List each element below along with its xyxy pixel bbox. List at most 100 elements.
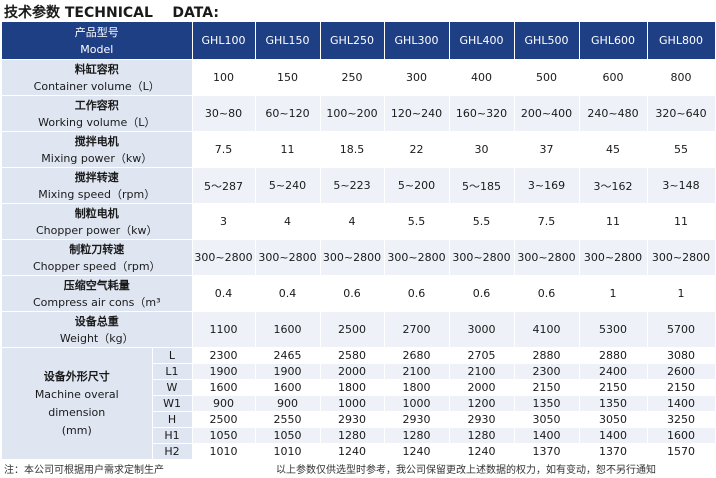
spec-value-cell: 300: [384, 59, 450, 96]
dimension-value-cell: 2550: [255, 411, 321, 428]
spec-value-cell: 800: [647, 59, 716, 96]
spec-value-cell: 5~223: [320, 167, 385, 204]
spec-value-cell: 22: [384, 131, 450, 168]
dimension-value-cell: 2930: [384, 411, 450, 428]
dimension-value-cell: 2100: [449, 363, 515, 380]
spec-value-cell: 0.6: [320, 275, 385, 312]
spec-value-cell: 4: [255, 203, 321, 240]
page-title: 技术参数 TECHNICAL DATA:: [4, 5, 219, 21]
spec-label-cell: 制粒刀转速 Chopper speed（rpm）: [2, 239, 193, 276]
dimension-row: H2 1010 1010 1240 1240 1240 1370 1370 1570: [2, 443, 716, 460]
dimension-value-cell: 1800: [320, 379, 385, 396]
spec-label-cell: 制粒电机 Chopper power（kw）: [2, 203, 193, 240]
dimension-value-cell: 1000: [384, 395, 450, 412]
spec-value-cell: 0.6: [449, 275, 515, 312]
dimension-key: L: [152, 347, 193, 364]
model-header: GHL500: [514, 22, 580, 60]
dimension-key: L1: [152, 363, 193, 380]
spec-value-cell: 3~169: [514, 167, 580, 204]
dimension-value-cell: 2100: [384, 363, 450, 380]
dimension-value-cell: 2465: [255, 347, 321, 364]
spec-row: 压缩空气耗量 Compress air cons（m³ 0.4 0.4 0.6 0.6 0.…: [2, 275, 716, 312]
spec-label-en: Mixing power（kw）: [41, 151, 153, 165]
dimension-value-cell: 2300: [514, 363, 580, 380]
dimension-value-cell: 1900: [192, 363, 256, 380]
spec-value-cell: 5.5: [449, 203, 515, 240]
spec-row: 制粒电机 Chopper power（kw） 3 4 4 5.5 5.5 7.5 11 11: [2, 203, 716, 240]
dimension-value-cell: 1010: [192, 443, 256, 460]
dimension-key: H2: [152, 443, 193, 460]
spec-label-cn: 料缸容积: [74, 62, 119, 76]
spec-value-cell: 7.5: [192, 131, 256, 168]
spec-value-cell: 320~640: [647, 95, 716, 132]
spec-value-cell: 5～287: [192, 167, 256, 204]
spec-value-cell: 55: [647, 131, 716, 168]
spec-row: 制粒刀转速 Chopper speed（rpm） 300~2800 300~2800 3…: [2, 239, 716, 276]
spec-value-cell: 1600: [255, 311, 321, 348]
spec-value-cell: 3000: [449, 311, 515, 348]
dimension-value-cell: 2705: [449, 347, 515, 364]
model-header: GHL600: [579, 22, 648, 60]
dimension-value-cell: 2000: [449, 379, 515, 396]
spec-value-cell: 300~2800: [192, 239, 256, 276]
dimension-value-cell: 2500: [192, 411, 256, 428]
dimension-value-cell: 1400: [647, 395, 716, 412]
spec-label-cell: 料缸容积 Container volume（L）: [2, 59, 193, 96]
spec-value-cell: 0.6: [384, 275, 450, 312]
spec-label-cell: 压缩空气耗量 Compress air cons（m³: [2, 275, 193, 312]
spec-label-cn: 制粒电机: [74, 206, 119, 220]
spec-value-cell: 3: [192, 203, 256, 240]
spec-value-cell: 45: [579, 131, 648, 168]
spec-label-cn: 工作容积: [74, 98, 119, 112]
model-header: GHL400: [449, 22, 515, 60]
spec-value-cell: 30~80: [192, 95, 256, 132]
dimension-value-cell: 2150: [647, 379, 716, 396]
spec-value-cell: 4: [320, 203, 385, 240]
spec-row: 料缸容积 Container volume（L） 100 150 250 300 400 50…: [2, 59, 716, 96]
dimension-value-cell: 3250: [647, 411, 716, 428]
dimension-row: 设备外形尺寸 Machine overal dimension (mm) L 2300 24…: [2, 347, 716, 460]
model-header: GHL150: [255, 22, 321, 60]
spec-label-cell: 设备总重 Weight（kg）: [2, 311, 193, 348]
dimension-value-cell: 1570: [647, 443, 716, 460]
spec-value-cell: 11: [579, 203, 648, 240]
spec-value-cell: 500: [514, 59, 580, 96]
dimension-row: H 2500 2550 2930 2930 2930 3050 3050 3250: [2, 411, 716, 428]
spec-row: 搅拌转速 Mixing speed（rpm） 5～287 5~240 5~223 5~20…: [2, 167, 716, 204]
dimension-value-cell: 1200: [449, 395, 515, 412]
spec-value-cell: 2500: [320, 311, 385, 348]
spec-row: 工作容积 Working volume（L） 30~80 60~120 100~200 1…: [2, 95, 716, 132]
spec-label-cn: 制粒刀转速: [69, 242, 125, 256]
spec-value-cell: 18.5: [320, 131, 385, 168]
spec-value-cell: 0.4: [255, 275, 321, 312]
dimension-value-cell: 2880: [579, 347, 648, 364]
spec-value-cell: 30: [449, 131, 515, 168]
spec-value-cell: 200~400: [514, 95, 580, 132]
dimension-value-cell: 2150: [514, 379, 580, 396]
spec-value-cell: 7.5: [514, 203, 580, 240]
dimension-row: W1 900 900 1000 1000 1200 1350 1350 1400: [2, 395, 716, 412]
spec-label-en: Container volume（L）: [33, 79, 160, 93]
dimension-unit: (mm): [61, 423, 92, 437]
spec-label-cell: 工作容积 Working volume（L）: [2, 95, 193, 132]
dimension-value-cell: 2580: [320, 347, 385, 364]
spec-value-cell: 60~120: [255, 95, 321, 132]
model-header: GHL800: [647, 22, 716, 60]
dimension-value-cell: 1000: [320, 395, 385, 412]
spec-value-cell: 400: [449, 59, 515, 96]
dimension-value-cell: 1350: [579, 395, 648, 412]
spec-value-cell: 300~2800: [320, 239, 385, 276]
dimension-value-cell: 2600: [647, 363, 716, 380]
dimension-value-cell: 3050: [579, 411, 648, 428]
spec-value-cell: 300~2800: [384, 239, 450, 276]
model-header: GHL250: [320, 22, 385, 60]
spec-value-cell: 100: [192, 59, 256, 96]
dimension-key: H: [152, 411, 193, 428]
dimension-value-cell: 3050: [514, 411, 580, 428]
dimension-value-cell: 1400: [579, 427, 648, 444]
dimension-value-cell: 2930: [320, 411, 385, 428]
dimension-value-cell: 1600: [192, 379, 256, 396]
dimension-value-cell: 2400: [579, 363, 648, 380]
dimension-value-cell: 1280: [384, 427, 450, 444]
spec-value-cell: 1: [647, 275, 716, 312]
